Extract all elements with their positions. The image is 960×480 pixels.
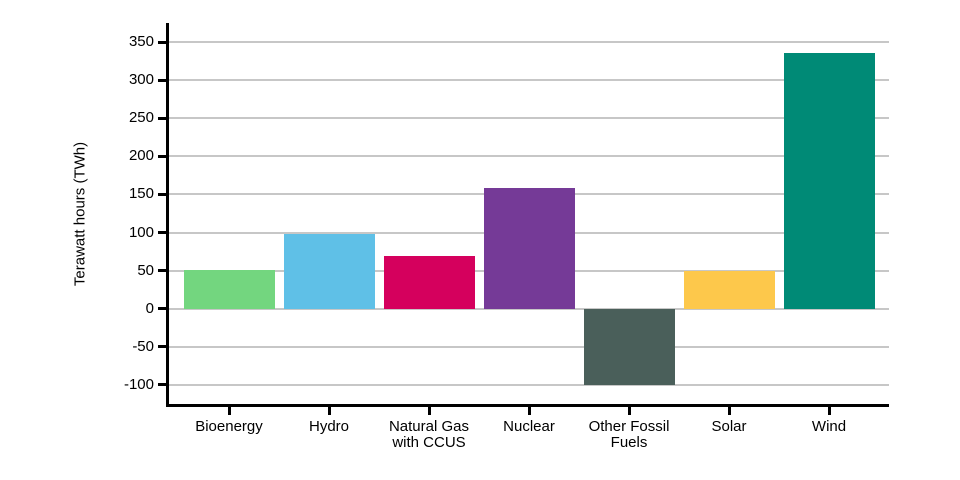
x-tick-bioenergy	[227, 407, 231, 415]
x-tick-label-other-fossil-fuels: Other Fossil Fuels	[588, 418, 670, 451]
y-tick-label-0: 0	[145, 299, 154, 317]
x-tick-solar	[727, 407, 731, 415]
y-tick-250	[158, 116, 166, 120]
bar-solar	[683, 271, 775, 309]
y-tick--50	[158, 345, 166, 349]
x-tick-natural-gas-with-ccus	[427, 407, 431, 415]
x-tick-hydro	[327, 407, 331, 415]
x-tick-label-natural-gas-with-ccus: Natural Gas with CCUS	[388, 418, 470, 451]
y-tick-label-50: 50	[137, 261, 154, 279]
gridline-250	[169, 117, 889, 120]
x-tick-wind	[827, 407, 831, 415]
y-axis-line	[166, 23, 169, 407]
bar-natural-gas-with-ccus	[383, 256, 475, 309]
y-tick-150	[158, 192, 166, 196]
gridline-300	[169, 79, 889, 82]
x-tick-other-fossil-fuels	[627, 407, 631, 415]
bar-other-fossil-fuels	[583, 308, 675, 385]
y-tick-50	[158, 269, 166, 273]
y-tick--100	[158, 383, 166, 387]
x-axis-line	[166, 404, 889, 407]
gridline-350	[169, 41, 889, 44]
x-tick-label-solar: Solar	[711, 418, 747, 435]
x-tick-label-hydro: Hydro	[308, 418, 349, 435]
bar-bioenergy	[183, 269, 275, 309]
y-tick-100	[158, 231, 166, 235]
x-tick-label-wind: Wind	[811, 418, 847, 435]
y-tick-200	[158, 154, 166, 158]
y-tick-350	[158, 40, 166, 44]
y-tick-label-350: 350	[128, 33, 154, 51]
x-tick-nuclear	[527, 407, 531, 415]
bar-wind	[783, 53, 875, 309]
y-tick-label-100: 100	[128, 223, 154, 241]
y-tick-label--100: -100	[123, 375, 154, 393]
y-tick-label-250: 250	[128, 109, 154, 127]
y-tick-300	[158, 78, 166, 82]
y-tick-label-300: 300	[128, 71, 154, 89]
gridline--50	[169, 345, 889, 348]
bar-nuclear	[483, 187, 575, 309]
y-tick-label-200: 200	[128, 147, 154, 165]
x-tick-label-bioenergy: Bioenergy	[195, 418, 263, 435]
bar-hydro	[283, 234, 375, 309]
y-tick-label-150: 150	[128, 185, 154, 203]
x-tick-label-nuclear: Nuclear	[503, 418, 555, 435]
y-tick-label--50: -50	[132, 337, 154, 355]
gridline-0	[169, 307, 889, 310]
y-tick-0	[158, 307, 166, 311]
gridline--100	[169, 383, 889, 386]
gridline-200	[169, 155, 889, 158]
